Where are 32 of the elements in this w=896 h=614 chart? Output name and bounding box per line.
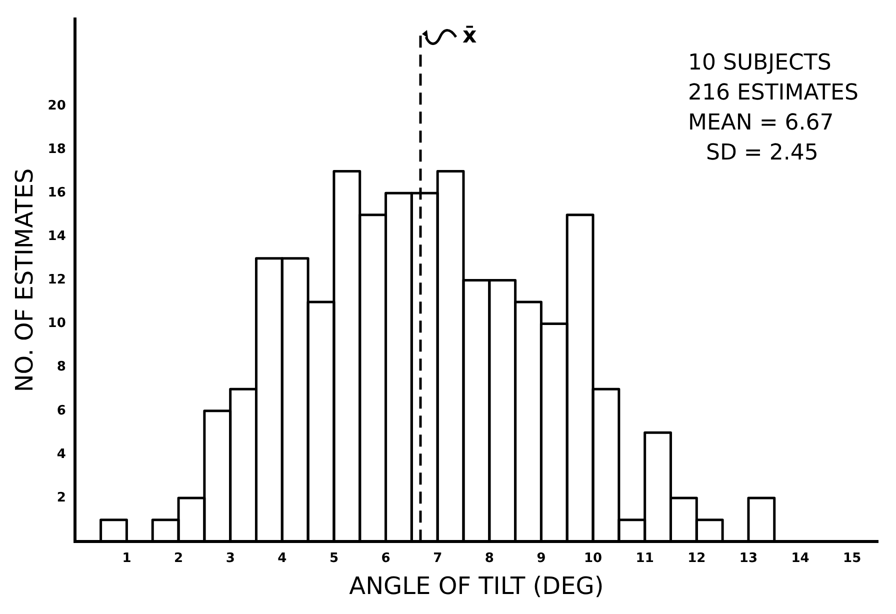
- y-tick-label: 8: [56, 360, 66, 375]
- x-tick-label: 3: [226, 550, 235, 566]
- y-tick-label: 14: [48, 229, 66, 244]
- y-tick-label: 10: [48, 316, 66, 332]
- annotation: SD = 2.45: [706, 140, 818, 166]
- annotation: 10 SUBJECTS: [688, 50, 832, 76]
- y-tick-label: 16: [48, 185, 66, 200]
- y-tick-label: 6: [56, 403, 66, 418]
- x-axis-title: ANGLE OF TILT (DEG): [349, 572, 604, 600]
- x-tick-label: 12: [688, 550, 706, 566]
- y-tick-label: 12: [48, 272, 66, 288]
- x-tick-label: 7: [433, 550, 442, 566]
- x-tick-label: 14: [791, 550, 810, 566]
- x-tick-label: 15: [843, 550, 862, 566]
- y-tick-label: 2: [56, 490, 66, 506]
- x-tick-label: 2: [174, 550, 184, 566]
- x-tick-label: 8: [484, 550, 494, 566]
- x-tick-label: 5: [329, 550, 338, 566]
- x-tick-label: 10: [584, 550, 602, 566]
- y-axis-title: NO. OF ESTIMATES: [10, 168, 39, 392]
- y-tick-label: 4: [56, 446, 66, 462]
- y-tick-label: 18: [48, 142, 66, 157]
- x-tick-label: 13: [739, 550, 758, 566]
- x-tick-label: 4: [278, 550, 287, 566]
- x-tick-label: 9: [536, 550, 546, 566]
- annotation: MEAN = 6.67: [688, 110, 834, 136]
- x-tick-label: 6: [381, 550, 390, 566]
- y-tick-label: 20: [48, 98, 66, 114]
- x-tick-label: 11: [636, 550, 654, 566]
- x-tick-label: 1: [122, 550, 132, 566]
- ref-line-label: x̄: [462, 24, 477, 49]
- annotation: 216 ESTIMATES: [688, 80, 858, 106]
